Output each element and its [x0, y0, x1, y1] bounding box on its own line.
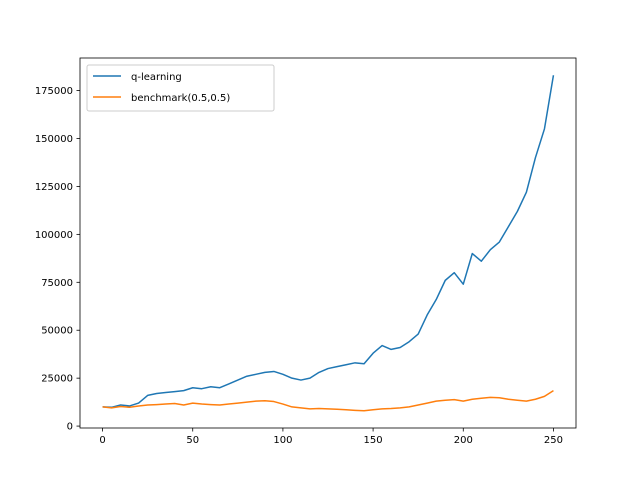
legend-label-q-learning: q-learning	[131, 72, 182, 83]
x-tick-label: 100	[273, 435, 292, 446]
x-tick-label: 150	[364, 435, 383, 446]
y-tick-label: 175000	[35, 86, 73, 97]
y-tick-label: 0	[67, 422, 73, 433]
y-tick-label: 150000	[35, 134, 73, 145]
y-tick-label: 125000	[35, 182, 73, 193]
series-line-q-learning	[102, 75, 555, 409]
y-tick-label: 50000	[41, 326, 73, 337]
legend-label-benchmark: benchmark(0.5,0.5)	[131, 93, 230, 104]
x-tick-label: 250	[544, 435, 563, 446]
x-tick-label: 50	[186, 435, 199, 446]
x-axis: 0 50 100 150 200 250	[99, 428, 563, 446]
axes-frame	[79, 57, 577, 429]
x-tick-label: 0	[99, 435, 105, 446]
x-tick-label: 200	[454, 435, 473, 446]
y-axis: 0 25000 50000 75000 100000 125000 150000 175000	[35, 86, 80, 433]
y-tick-label: 75000	[41, 278, 73, 289]
series-line-benchmark-0-5-0-5	[102, 389, 554, 412]
y-tick-label: 25000	[41, 374, 73, 385]
legend-box	[86, 64, 275, 112]
y-tick-label: 100000	[35, 230, 73, 241]
legend: q-learning benchmark(0.5,0.5)	[86, 64, 275, 112]
plot-lines	[102, 75, 555, 412]
